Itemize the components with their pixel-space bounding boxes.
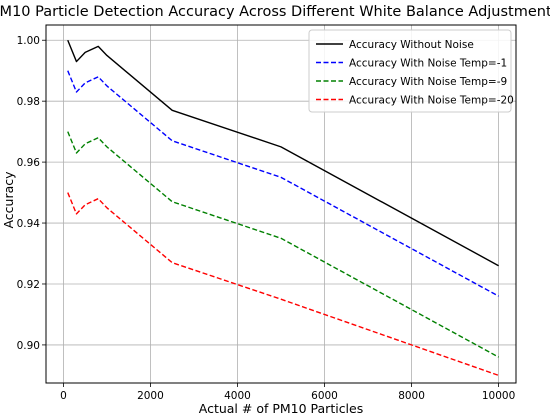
y-tick-label: 0.90 [17, 340, 40, 352]
x-tick-label: 4000 [224, 390, 251, 402]
x-tick-label: 2000 [137, 390, 164, 402]
y-tick-label: 0.94 [17, 218, 41, 230]
legend-label: Accuracy With Noise Temp=-20 [349, 95, 514, 107]
x-axis-label: Actual # of PM10 Particles [199, 401, 364, 416]
legend-label: Accuracy With Noise Temp=-1 [349, 58, 507, 70]
y-tick-label: 0.92 [17, 279, 40, 291]
x-tick-label: 6000 [311, 390, 338, 402]
legend-label: Accuracy With Noise Temp=-9 [349, 76, 507, 88]
x-tick-label: 0 [60, 390, 67, 402]
series-line-1 [67, 39, 499, 267]
x-tick-label: 10000 [482, 390, 515, 402]
axis-ticks: 0 2000 4000 6000 8000 10000 0.90 0.92 0.94 0.96 0.… [17, 35, 516, 402]
series-line-4 [67, 192, 499, 377]
x-tick-label: 8000 [398, 390, 425, 402]
legend-box [308, 29, 512, 113]
y-tick-label: 1.00 [17, 35, 40, 47]
y-tick-label: 0.98 [17, 96, 40, 108]
legend-label: Accuracy Without Noise [349, 39, 474, 51]
y-axis-label: Accuracy [1, 171, 16, 229]
series-line-3 [67, 131, 499, 358]
series-lines [67, 39, 499, 377]
plot-area-frame [45, 24, 517, 384]
chart-title: PM10 Particle Detection Accuracy Across … [0, 4, 550, 20]
y-tick-label: 0.96 [17, 157, 41, 169]
series-line-2 [67, 70, 499, 297]
legend: Accuracy Without Noise Accuracy With Nois… [308, 29, 514, 113]
